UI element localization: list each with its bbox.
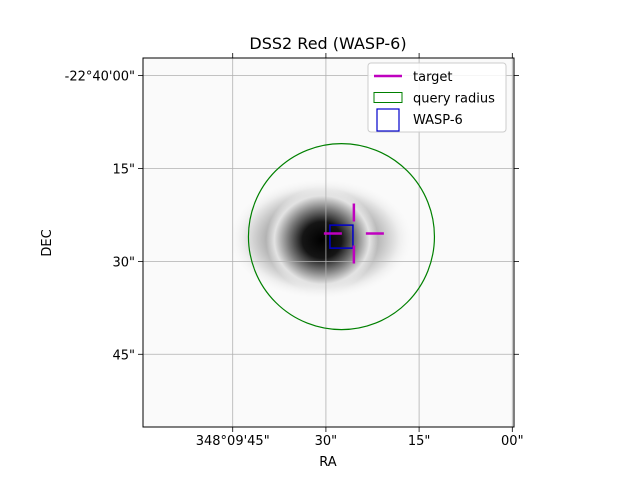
chart-title: DSS2 Red (WASP-6)	[249, 34, 406, 53]
legend: target query radius WASP-6	[367, 62, 507, 133]
y-tick-label: 15"	[112, 162, 135, 177]
wasp-6-source-marker	[329, 224, 354, 249]
x-tick-label: 348°09'45"	[196, 434, 270, 449]
x-axis-label: RA	[319, 455, 337, 470]
y-tick-label: -22°40'00"	[65, 70, 135, 85]
legend-swatch-query-radius	[373, 92, 403, 103]
y-axis-label: DEC	[40, 229, 55, 256]
y-tick-label: 45"	[112, 348, 135, 363]
x-tick-label: 15"	[408, 434, 431, 449]
legend-box	[367, 62, 507, 133]
legend-label: query radius	[413, 92, 495, 107]
legend-label: WASP-6	[413, 113, 463, 128]
legend-label: target	[413, 70, 453, 85]
y-tick-label: 30"	[112, 255, 135, 270]
query-radius-circle	[247, 143, 436, 331]
x-tick-label: 30"	[315, 434, 338, 449]
target-crosshair-marker	[323, 203, 384, 264]
x-tick-label: 00"	[501, 434, 524, 449]
star-image	[266, 188, 378, 292]
legend-swatch-wasp-6	[376, 108, 400, 132]
axis-ticks: 348°09'45" 30" 15" 00" -22°40'00" 15" 30" 45"	[65, 53, 524, 449]
axes-frame	[142, 57, 515, 428]
